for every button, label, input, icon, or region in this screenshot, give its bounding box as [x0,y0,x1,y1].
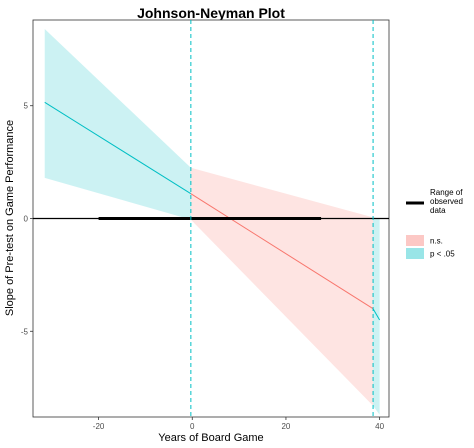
estimate-line-0 [44,101,192,195]
y-tick-label-2: -5 [21,327,29,336]
y-axis-ticks: 5 0 -5 [21,102,33,336]
x-tick-label-0: -20 [93,422,105,431]
legend-item-label-0: n.s. [430,237,443,246]
chart-title: Johnson-Neyman Plot [137,5,285,21]
confidence-band-2 [373,217,380,415]
legend-range-label: Range of observed data [430,188,463,215]
x-axis-ticks: -20 0 20 40 [93,417,385,431]
legend: Range of observed data n.s. p < .05 [406,188,463,259]
estimate-lines [44,101,381,321]
jn-boundaries [190,20,374,417]
estimate-line-1 [190,193,374,310]
x-tick-label-1: 0 [190,422,195,431]
confidence-band-1 [190,167,374,406]
legend-item-label-1: p < .05 [430,250,455,259]
y-tick-label-0: 5 [24,102,29,111]
x-axis-title: Years of Board Game [158,432,263,444]
legend-swatch-1 [406,248,424,259]
y-axis-title: Slope of Pre-test on Game Performance [4,120,16,316]
estimate-line-2 [372,308,381,321]
x-tick-label-3: 40 [375,422,384,431]
confidence-bands [44,29,380,415]
legend-swatch-0 [406,235,424,246]
x-tick-label-2: 20 [281,422,290,431]
confidence-band-0 [44,29,191,220]
y-tick-label-1: 0 [24,215,29,224]
